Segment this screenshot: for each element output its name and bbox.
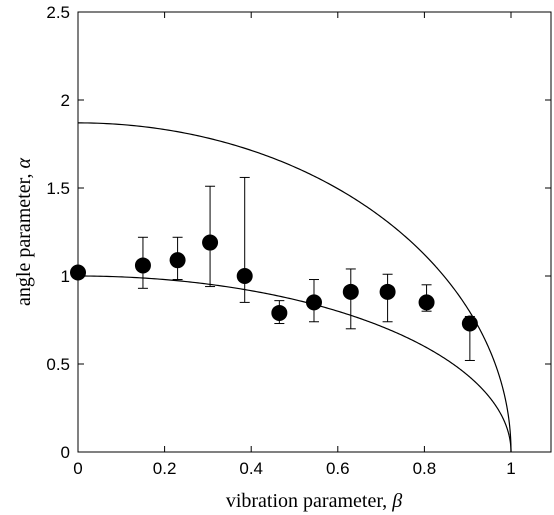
data-point-4 xyxy=(202,234,219,251)
data-point-8 xyxy=(342,283,359,300)
x-tick-label: 1 xyxy=(506,459,515,478)
curve-2 xyxy=(78,275,512,452)
curve-1 xyxy=(77,122,512,452)
data-point-5 xyxy=(236,268,253,284)
x-tick-label: 0.6 xyxy=(326,459,350,478)
x-tick-label: 0.8 xyxy=(413,459,437,478)
data-point-2 xyxy=(134,257,151,274)
x-tick-label: 0 xyxy=(73,459,82,478)
y-tick-label: 1.5 xyxy=(46,179,70,198)
data-points xyxy=(70,234,478,332)
data-point-11 xyxy=(461,315,478,332)
x-axis-label: vibration parameter, β xyxy=(226,490,402,512)
data-point-6 xyxy=(271,304,288,321)
data-point-7 xyxy=(305,294,322,311)
curves xyxy=(77,122,512,452)
data-point-1 xyxy=(70,264,86,281)
plot-frame xyxy=(77,11,552,453)
y-tick-label: 0 xyxy=(61,443,70,462)
axis-ticks: 0 0.2 0.4 0.6 0.8 1 0 0.5 1 1.5 2 2.5 xyxy=(46,3,551,478)
error-bars xyxy=(137,176,475,361)
y-tick-label: 2 xyxy=(61,91,70,110)
data-point-3 xyxy=(169,252,186,269)
y-axis-label: angle parameter, α xyxy=(13,158,35,306)
y-tick-label: 2.5 xyxy=(46,3,70,22)
y-tick-label: 1 xyxy=(61,267,70,286)
x-tick-label: 0.2 xyxy=(153,459,177,478)
data-point-10 xyxy=(418,294,435,311)
x-tick-label: 0.4 xyxy=(239,459,263,478)
y-tick-label: 0.5 xyxy=(46,355,70,374)
data-point-9 xyxy=(379,283,396,300)
